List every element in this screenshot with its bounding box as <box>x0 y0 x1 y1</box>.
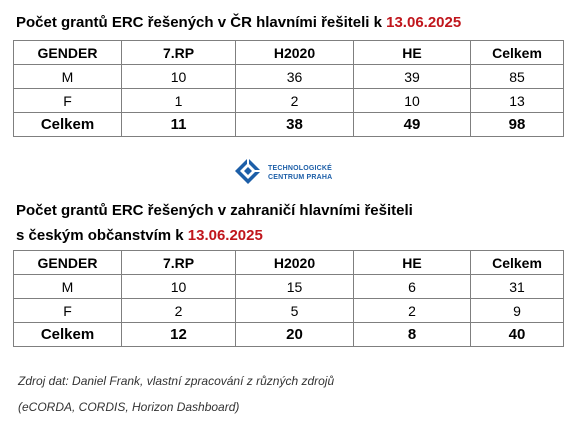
table-cell: 2 <box>121 298 236 323</box>
table-cell: F <box>13 298 122 323</box>
header-cell: Celkem <box>470 40 564 65</box>
table2-header-row: GENDER 7.RP H2020 HE Celkem <box>13 250 564 275</box>
table-cell: 10 <box>121 64 236 89</box>
table2: GENDER 7.RP H2020 HE Celkem M 10 15 6 31… <box>13 250 564 347</box>
header-cell: 7.RP <box>121 250 236 275</box>
table2-title-line1: Počet grantů ERC řešených v zahraničí hl… <box>16 202 413 219</box>
table-cell: 9 <box>470 298 564 323</box>
tc-logo-icon <box>234 157 262 190</box>
tc-logo: TECHNOLOGICKÉ CENTRUM PRAHA <box>234 157 333 190</box>
source-line2: (eCORDA, CORDIS, Horizon Dashboard) <box>18 400 240 414</box>
logo-line1: TECHNOLOGICKÉ <box>268 165 333 172</box>
table1: GENDER 7.RP H2020 HE Celkem M 10 36 39 8… <box>13 40 564 137</box>
table-cell: 13 <box>470 88 564 113</box>
table2-title-line2: s českým občanstvím k 13.06.2025 <box>16 227 263 244</box>
header-cell: HE <box>353 250 471 275</box>
table-cell: 39 <box>353 64 471 89</box>
total-cell: Celkem <box>13 112 122 137</box>
table-cell: 6 <box>353 274 471 299</box>
logo-line2: CENTRUM PRAHA <box>268 174 333 181</box>
source-line1: Zdroj dat: Daniel Frank, vlastní zpracov… <box>18 374 335 388</box>
table2-date: 13.06.2025 <box>187 227 263 244</box>
table-cell: M <box>13 64 122 89</box>
table1-total-row: Celkem 11 38 49 98 <box>13 112 564 137</box>
total-cell: 49 <box>353 112 471 137</box>
table-cell: 15 <box>235 274 354 299</box>
table-cell: 5 <box>235 298 354 323</box>
total-cell: 12 <box>121 322 236 347</box>
table-row: M 10 15 6 31 <box>13 274 564 299</box>
table-cell: 10 <box>121 274 236 299</box>
header-cell: GENDER <box>13 40 122 65</box>
table-row: F 2 5 2 9 <box>13 298 564 323</box>
table2-title-text: s českým občanstvím k <box>16 227 188 244</box>
table-cell: 85 <box>470 64 564 89</box>
total-cell: 98 <box>470 112 564 137</box>
total-cell: 20 <box>235 322 354 347</box>
total-cell: Celkem <box>13 322 122 347</box>
table1-title: Počet grantů ERC řešených v ČR hlavními … <box>16 14 461 31</box>
table-cell: 1 <box>121 88 236 113</box>
header-cell: H2020 <box>235 40 354 65</box>
total-cell: 8 <box>353 322 471 347</box>
table-cell: M <box>13 274 122 299</box>
table-cell: 2 <box>235 88 354 113</box>
table-cell: 31 <box>470 274 564 299</box>
header-cell: Celkem <box>470 250 564 275</box>
table-cell: 2 <box>353 298 471 323</box>
table-cell: 36 <box>235 64 354 89</box>
header-cell: 7.RP <box>121 40 236 65</box>
header-cell: HE <box>353 40 471 65</box>
table1-title-text: Počet grantů ERC řešených v ČR hlavními … <box>16 14 387 31</box>
table-row: F 1 2 10 13 <box>13 88 564 113</box>
table1-header-row: GENDER 7.RP H2020 HE Celkem <box>13 40 564 65</box>
header-cell: GENDER <box>13 250 122 275</box>
total-cell: 11 <box>121 112 236 137</box>
table-cell: 10 <box>353 88 471 113</box>
total-cell: 40 <box>470 322 564 347</box>
table2-total-row: Celkem 12 20 8 40 <box>13 322 564 347</box>
header-cell: H2020 <box>235 250 354 275</box>
table-row: M 10 36 39 85 <box>13 64 564 89</box>
total-cell: 38 <box>235 112 354 137</box>
table-cell: F <box>13 88 122 113</box>
table1-date: 13.06.2025 <box>386 14 462 31</box>
